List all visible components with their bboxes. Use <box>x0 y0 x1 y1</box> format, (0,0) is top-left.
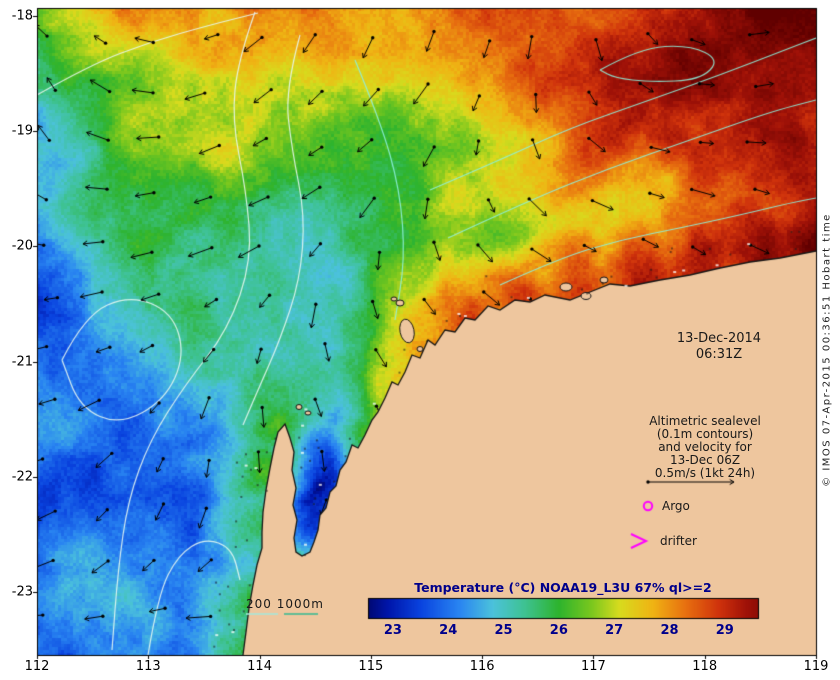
drifter-label: drifter <box>660 534 697 548</box>
watermark: © IMOS 07-Apr-2015 00:36:51 Hobart time <box>821 213 833 487</box>
altimetry-note-line: 13-Dec 06Z <box>669 453 741 467</box>
x-tick-label: 118 <box>692 659 718 674</box>
date-label: 13-Dec-2014 <box>676 331 762 346</box>
altimetry-note-line: 0.5m/s (1kt 24h) <box>654 466 756 480</box>
argo-label: Argo <box>662 499 690 513</box>
colorbar-tick-label: 23 <box>383 623 402 638</box>
x-tick-label: 116 <box>469 659 495 674</box>
x-tick-label: 117 <box>581 659 606 674</box>
altimetry-note-line: and velocity for <box>658 440 752 454</box>
colorbar-tick-label: 27 <box>605 623 624 638</box>
colorbar-tick-label: 28 <box>660 623 679 638</box>
bathymetry-legend-label: 200 1000m <box>246 597 324 611</box>
altimetry-note-line: Altimetric sealevel <box>649 414 761 428</box>
colorbar-tick-label: 29 <box>715 623 734 638</box>
y-tick-label: -19 <box>11 123 33 139</box>
altimetry-note: Altimetric sealevel (0.1m contours) and ve… <box>625 415 785 480</box>
y-tick-label: -20 <box>11 238 33 254</box>
colorbar-tick-label: 26 <box>549 623 568 638</box>
x-tick-label: 112 <box>24 659 50 674</box>
y-tick-label: -22 <box>11 469 33 485</box>
colorbar-tick-label: 24 <box>439 623 458 638</box>
x-tick-label: 114 <box>247 659 272 674</box>
timestamp-annotation: 13-Dec-2014 06:31Z <box>654 331 784 363</box>
y-tick-label: -23 <box>11 584 33 600</box>
altimetry-note-line: (0.1m contours) <box>656 427 754 441</box>
x-tick-label: 119 <box>803 659 829 674</box>
colorbar-title: Temperature (°C) NOAA19_L3U 67% ql>=2 <box>414 580 712 595</box>
y-tick-label: -21 <box>11 354 33 370</box>
x-tick-label: 115 <box>358 659 384 674</box>
colorbar-tick-label: 25 <box>494 623 513 638</box>
y-tick-label: -18 <box>11 8 33 24</box>
time-label: 06:31Z <box>695 347 743 362</box>
x-tick-label: 113 <box>135 659 161 674</box>
